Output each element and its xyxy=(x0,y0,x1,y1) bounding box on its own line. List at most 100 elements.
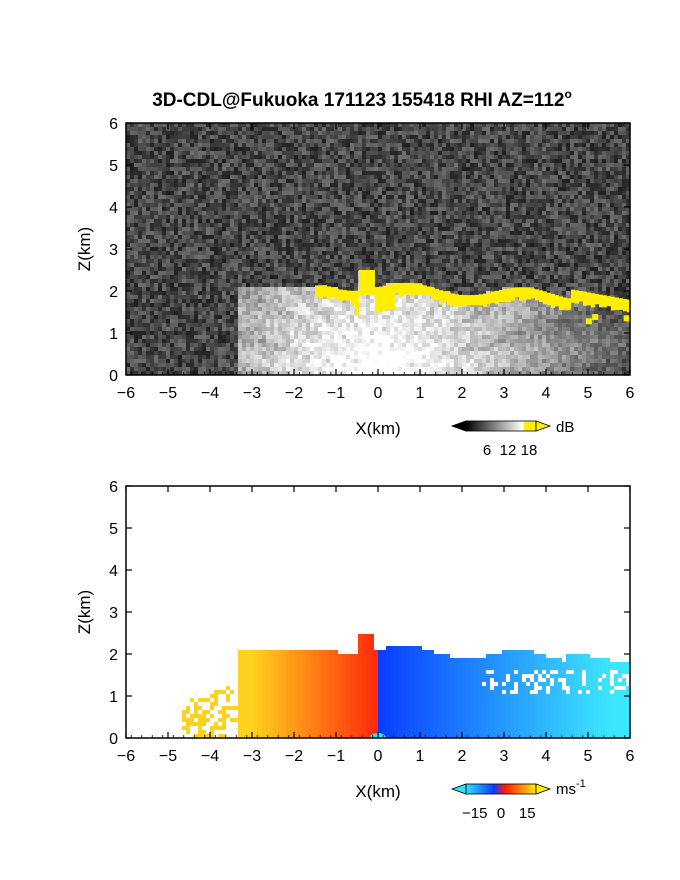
intensity-cell xyxy=(222,279,226,283)
intensity-cell xyxy=(602,267,606,271)
intensity-cell xyxy=(178,187,182,191)
intensity-cell xyxy=(362,183,366,187)
intensity-cell xyxy=(198,195,202,199)
intensity-cell xyxy=(150,147,154,151)
intensity-cell xyxy=(338,227,342,231)
intensity-cell xyxy=(374,143,378,147)
intensity-cell xyxy=(214,171,218,175)
intensity-cell xyxy=(158,267,162,271)
intensity-cell xyxy=(298,131,302,135)
intensity-cell xyxy=(586,259,590,263)
intensity-cell xyxy=(418,267,422,271)
intensity-cell xyxy=(358,203,362,207)
intensity-cell xyxy=(522,215,526,219)
intensity-cell xyxy=(230,207,234,211)
intensity-cell xyxy=(194,215,198,219)
intensity-cell xyxy=(134,199,138,203)
intensity-cell xyxy=(494,159,498,163)
intensity-cell xyxy=(166,139,170,143)
intensity-cell xyxy=(190,143,194,147)
intensity-cell xyxy=(226,171,230,175)
intensity-cell xyxy=(246,267,250,271)
intensity-cell xyxy=(342,183,346,187)
intensity-cell xyxy=(250,279,254,283)
intensity-cell xyxy=(306,215,310,219)
intensity-cell xyxy=(398,171,402,175)
intensity-cell xyxy=(418,255,422,259)
intensity-cell xyxy=(442,171,446,175)
intensity-cell xyxy=(458,191,462,195)
intensity-cell xyxy=(498,251,502,255)
intensity-cell xyxy=(562,179,566,183)
intensity-cell xyxy=(214,179,218,183)
intensity-cell xyxy=(358,163,362,167)
intensity-cell xyxy=(382,215,386,219)
intensity-cell xyxy=(198,131,202,135)
intensity-cell xyxy=(182,127,186,131)
intensity-cell xyxy=(458,151,462,155)
intensity-cell xyxy=(250,179,254,183)
intensity-cell xyxy=(606,151,610,155)
intensity-cell xyxy=(270,159,274,163)
intensity-cell xyxy=(278,139,282,143)
intensity-cell xyxy=(302,219,306,223)
intensity-cell xyxy=(498,243,502,247)
intensity-cell xyxy=(350,203,354,207)
intensity-cell xyxy=(534,203,538,207)
intensity-cell xyxy=(622,187,626,191)
intensity-cell xyxy=(318,159,322,163)
intensity-cell xyxy=(378,151,382,155)
intensity-cell xyxy=(330,139,334,143)
intensity-cell xyxy=(250,215,254,219)
intensity-cell xyxy=(258,203,262,207)
intensity-cell xyxy=(338,275,342,279)
intensity-cell xyxy=(378,123,382,127)
intensity-cell xyxy=(174,179,178,183)
intensity-cell xyxy=(610,183,614,187)
intensity-cell xyxy=(302,187,306,191)
intensity-cell xyxy=(298,207,302,211)
intensity-cell xyxy=(190,191,194,195)
intensity-cell xyxy=(334,191,338,195)
intensity-cell xyxy=(406,179,410,183)
intensity-cell xyxy=(554,247,558,251)
intensity-cell xyxy=(418,271,422,275)
intensity-cell xyxy=(158,163,162,167)
intensity-cell xyxy=(506,167,510,171)
intensity-cell xyxy=(446,271,450,275)
intensity-cell xyxy=(242,251,246,255)
intensity-cell xyxy=(178,135,182,139)
intensity-cell xyxy=(446,139,450,143)
intensity-cell xyxy=(350,239,354,243)
intensity-cell xyxy=(186,199,190,203)
intensity-cell xyxy=(578,191,582,195)
intensity-cell xyxy=(490,171,494,175)
intensity-cell xyxy=(218,215,222,219)
intensity-cell xyxy=(290,271,294,275)
intensity-cell xyxy=(390,135,394,139)
intensity-cell xyxy=(154,271,158,275)
intensity-cell xyxy=(402,243,406,247)
intensity-cell xyxy=(542,251,546,255)
intensity-cell xyxy=(350,171,354,175)
intensity-cell xyxy=(534,135,538,139)
intensity-cell xyxy=(138,155,142,159)
intensity-cell xyxy=(230,203,234,207)
intensity-cell xyxy=(290,203,294,207)
intensity-cell xyxy=(582,235,586,239)
intensity-cell xyxy=(170,215,174,219)
intensity-cell xyxy=(494,275,498,279)
intensity-cell xyxy=(226,219,230,223)
intensity-cell xyxy=(230,211,234,215)
intensity-cell xyxy=(346,207,350,211)
intensity-cell xyxy=(490,223,494,227)
intensity-cell xyxy=(434,223,438,227)
intensity-cell xyxy=(178,239,182,243)
intensity-cell xyxy=(558,215,562,219)
intensity-cell xyxy=(302,231,306,235)
intensity-cell xyxy=(482,167,486,171)
intensity-cell xyxy=(314,251,318,255)
intensity-cell xyxy=(398,243,402,247)
intensity-cell xyxy=(374,231,378,235)
intensity-cell xyxy=(578,195,582,199)
